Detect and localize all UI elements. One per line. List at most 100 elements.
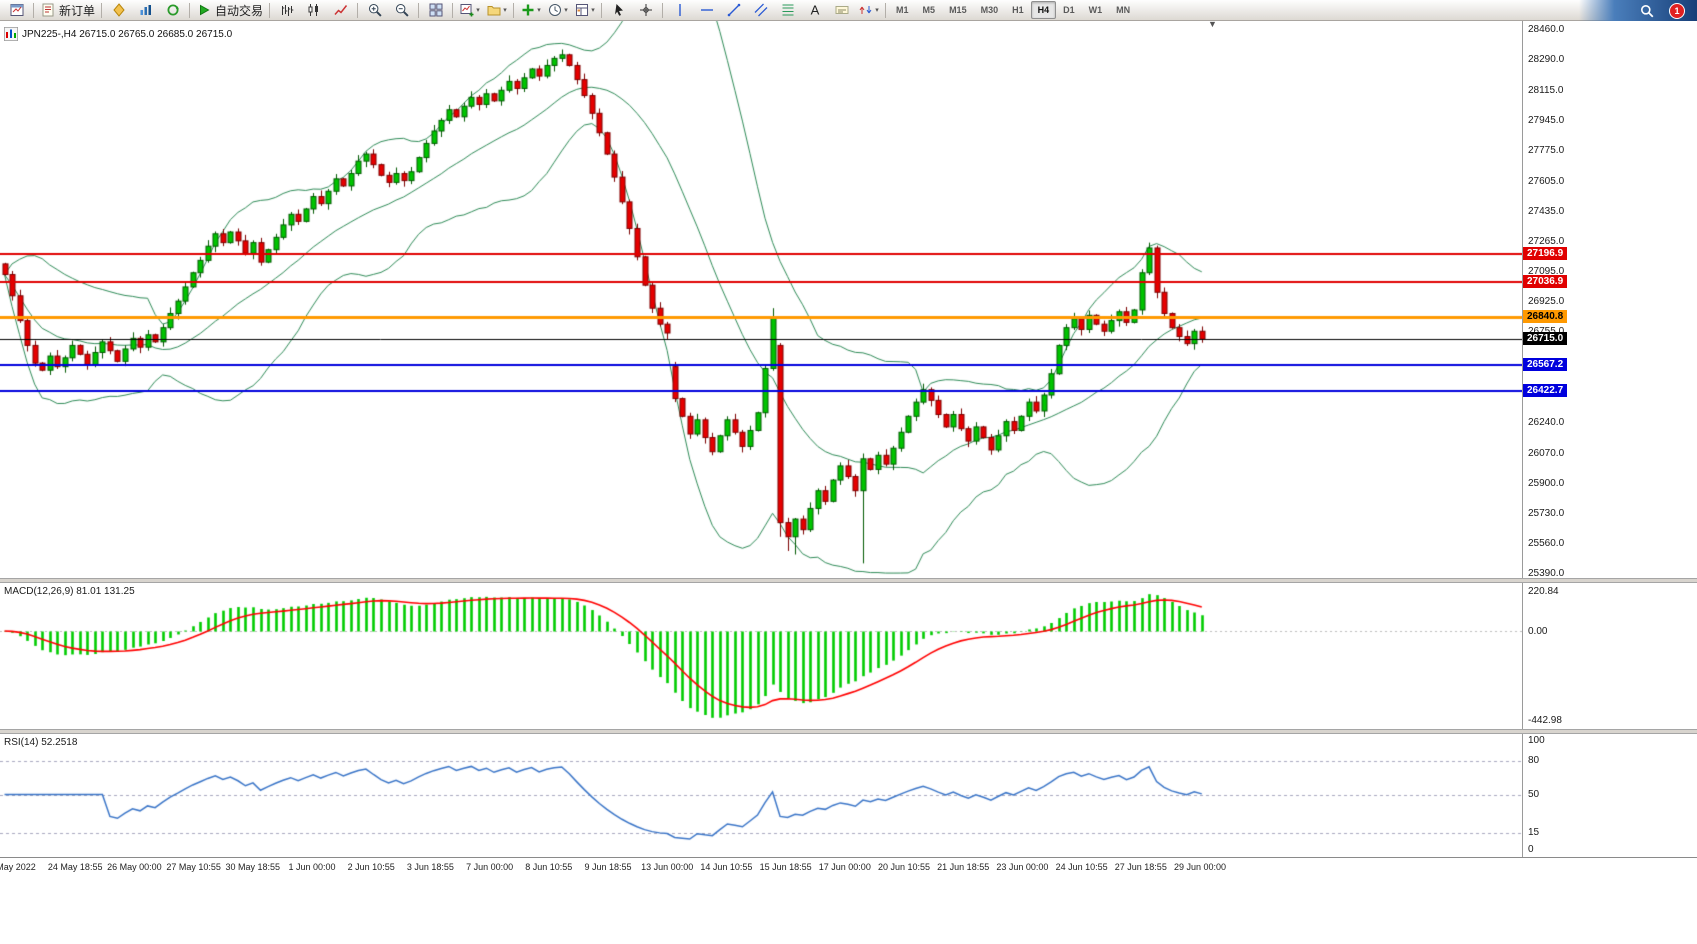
price-tick: 25560.0 [1528,537,1565,549]
time-label: 1 Jun 00:00 [288,862,336,872]
profiles-button[interactable]: ▾ [483,0,510,21]
fibonacci-button[interactable] [774,0,801,21]
macd-axis: 220.84 0.00 -442.98 [1522,583,1697,729]
horizontal-line-button[interactable] [693,0,720,21]
line-chart-button[interactable] [327,0,354,21]
auto-trading-label: 自动交易 [215,3,264,18]
toolbar-separator [418,2,420,18]
add-indicator-button[interactable]: ▾ [517,0,544,21]
tile-windows-icon [428,2,444,18]
text-icon: A [807,2,823,18]
equidistant-channel-icon [753,2,769,18]
price-tick: 26240.0 [1528,417,1565,429]
chart-window-button[interactable] [3,0,30,21]
bar-chart-icon [279,2,295,18]
zoom-in-button[interactable] [361,0,388,21]
toolbar: 新订单 自动交易 ▾ ▾ ▾ ▾ ▾ A ▾ M1 M5 M15 M30 H1 H4 D1 W1 MN 1 [0,0,1697,21]
bar-chart-button[interactable] [273,0,300,21]
new-chart-button[interactable]: ▾ [456,0,483,21]
macd-chart-canvas[interactable] [0,583,1522,729]
price-tick: 25900.0 [1528,477,1565,489]
market-watch-button[interactable] [132,0,159,21]
refresh-button[interactable] [159,0,186,21]
timeframe-m15-button[interactable]: M15 [949,5,967,15]
price-axis[interactable]: 28460.0 28290.0 28115.0 27945.0 27775.0 27605… [1522,21,1697,579]
time-label: 7 Jun 00:00 [466,862,514,872]
chevron-down-icon: ▾ [476,7,480,14]
toolbar-separator [513,2,515,18]
candlestick-chart-button[interactable] [300,0,327,21]
periods-icon [547,2,563,18]
time-label: 27 May 10:55 [166,862,221,872]
search-icon[interactable] [1639,3,1655,19]
time-label: 23 Jun 00:00 [996,862,1049,872]
price-line-tag[interactable]: 26422.7 [1523,384,1568,397]
zoom-out-button[interactable] [388,0,415,21]
price-tick: 25730.0 [1528,507,1565,519]
price-tick: 28460.0 [1528,24,1565,35]
time-label: 14 Jun 10:55 [700,862,753,872]
timeframe-m1-button[interactable]: M1 [896,5,909,15]
notification-badge[interactable]: 1 [1669,2,1685,19]
rsi-axis-tick: 15 [1528,827,1540,839]
time-label: 24 Jun 10:55 [1055,862,1108,872]
equidistant-channel-button[interactable] [747,0,774,21]
arrows-button[interactable]: ▾ [855,0,882,21]
auto-trading-button[interactable]: 自动交易 [193,0,266,21]
svg-text:A: A [810,3,819,18]
cursor-button[interactable] [605,0,632,21]
price-tick: 27605.0 [1528,175,1565,187]
time-label: 30 May 18:55 [225,862,281,872]
price-tick: 26925.0 [1528,296,1565,307]
timeframe-mn-button[interactable]: MN [1116,5,1131,15]
toolbar-separator [601,2,603,18]
vertical-line-button[interactable] [666,0,693,21]
chart-info-text: JPN225-,H4 26715.0 26765.0 26685.0 26715… [22,28,233,40]
price-line-tag[interactable]: 26840.8 [1523,309,1568,323]
candlestick-chart-canvas[interactable] [0,21,1522,578]
chart-window-icon [9,2,25,18]
tile-windows-button[interactable] [422,0,449,21]
timeframe-m30-button[interactable]: M30 [980,5,999,15]
new-order-button[interactable]: 新订单 [37,0,98,21]
toolbar-separator [33,2,34,18]
text-label-button[interactable] [828,0,855,21]
metaeditor-button[interactable] [105,0,132,21]
rsi-chart-canvas[interactable] [0,734,1522,857]
toolbar-separator [101,2,103,18]
rsi-label: RSI(14) 52.2518 [4,737,78,748]
time-axis[interactable]: May 2022 24 May 18:55 26 May 00:00 27 May 1… [0,857,1697,878]
chevron-down-icon: ▾ [875,7,879,14]
time-label: 17 Jun 00:00 [818,862,871,872]
timeframe-d1-button[interactable]: D1 [1063,5,1075,15]
macd-axis-tick: -442.98 [1528,715,1562,726]
panel-divider[interactable] [0,578,1697,583]
price-line-tag[interactable]: 26567.2 [1523,358,1568,372]
timeframe-w1-button[interactable]: W1 [1088,5,1103,15]
price-line-tag[interactable]: 27196.9 [1523,246,1568,260]
profiles-icon [486,2,502,18]
price-line-tag[interactable]: 26715.0 [1523,332,1568,346]
horizontal-line-icon [699,2,715,18]
main-chart-panel[interactable]: JPN225-,H4 26715.0 26765.0 26685.0 26715… [0,19,1522,578]
text-button[interactable]: A [801,0,828,21]
timeframe-h1-button[interactable]: H1 [1012,5,1024,15]
crosshair-button[interactable] [632,0,659,21]
time-label: 3 Jun 18:55 [406,862,454,872]
panel-divider[interactable] [0,729,1697,734]
price-line-tag[interactable]: 27036.9 [1523,275,1568,289]
time-label: May 2022 [0,862,36,872]
zoom-in-icon [367,2,383,18]
timeframe-h4-button[interactable]: H4 [1030,1,1057,19]
time-label: 13 Jun 00:00 [641,862,694,872]
zoom-out-icon [394,2,410,18]
chevron-down-icon: ▾ [503,7,507,14]
new-chart-icon [459,2,475,18]
templates-button[interactable]: ▾ [571,0,598,21]
timeframe-m5-button[interactable]: M5 [922,5,936,15]
chart-shift-marker[interactable]: ▼ [1208,19,1217,29]
time-label: 8 Jun 10:55 [525,862,573,872]
periods-button[interactable]: ▾ [544,0,571,21]
trendline-button[interactable] [720,0,747,21]
